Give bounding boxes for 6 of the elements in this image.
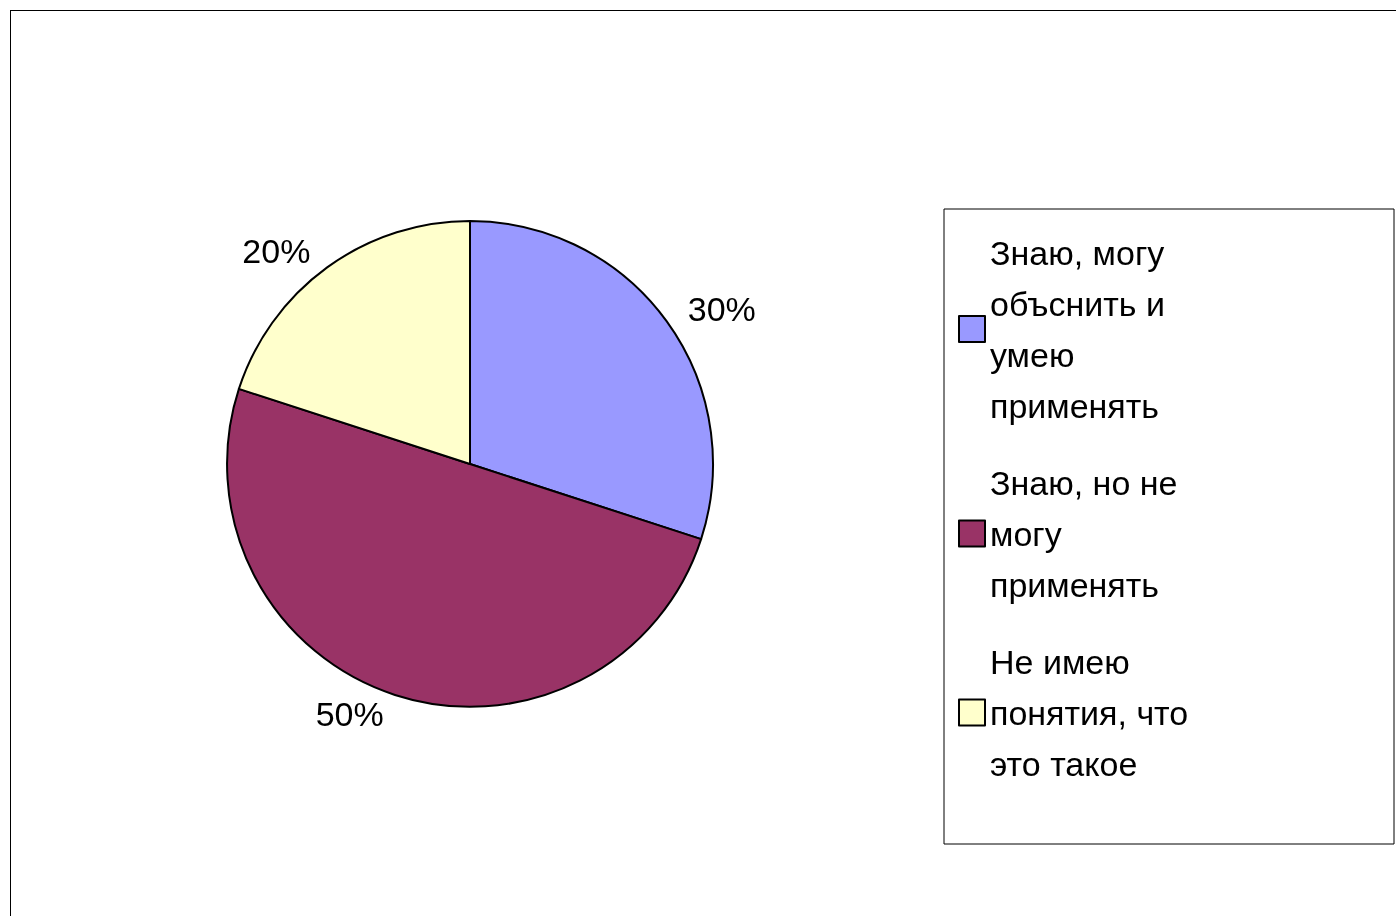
data-label: 30%	[687, 290, 756, 329]
legend-label: Знаю, могу объснить и умею применять	[990, 233, 1175, 425]
legend-label: Не имею понятия, что это такое	[990, 642, 1198, 783]
legend-label: Знаю, но не могу применять	[990, 463, 1187, 604]
data-label: 20%	[242, 232, 311, 271]
data-label: 50%	[315, 695, 384, 734]
